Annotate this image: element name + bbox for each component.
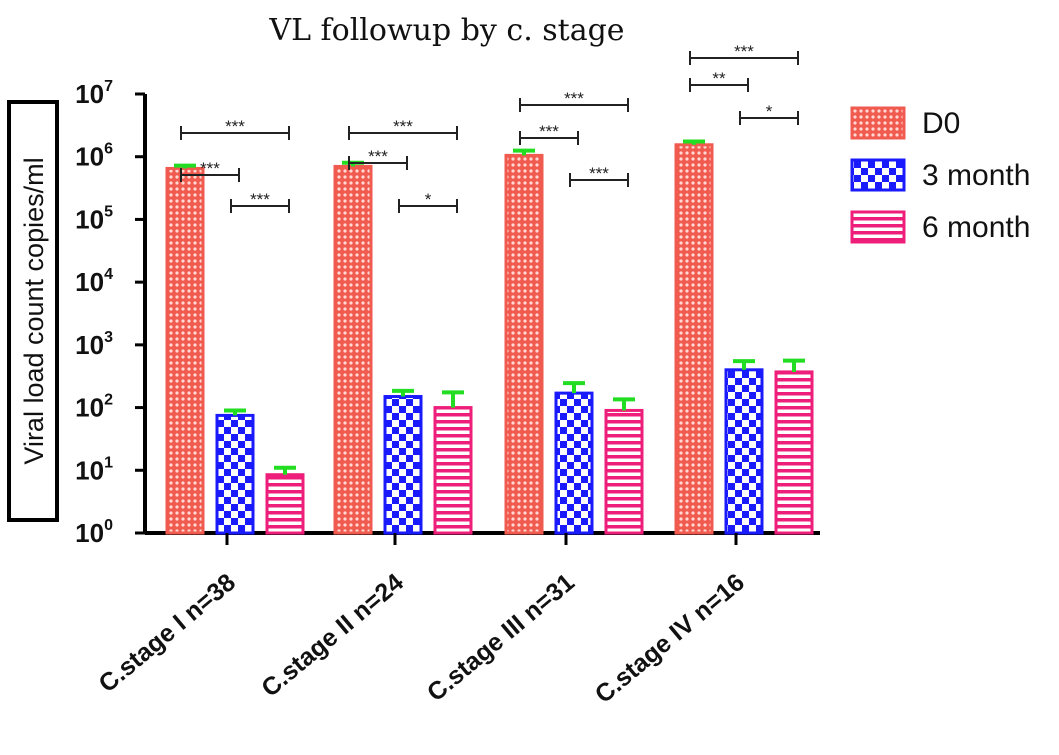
y-tick-label: 107 (75, 78, 113, 109)
y-tick-base: 10 (75, 142, 104, 172)
y-tick-label: 101 (75, 454, 113, 485)
y-tick-base: 10 (75, 79, 104, 109)
category-label: C.stage III n=31 (422, 568, 580, 707)
bar-6-month (265, 473, 305, 535)
category-labels: C.stage I n=38 C.stage II n=24 C.stage III… (94, 533, 750, 709)
bar-d0 (165, 166, 205, 535)
category-label: C.stage II n=24 (256, 568, 409, 702)
bar-3-month (383, 395, 423, 535)
y-tick-base: 10 (75, 455, 104, 485)
significance-label: *** (539, 122, 559, 141)
bar-6-month (433, 406, 473, 535)
y-tick-exponent: 6 (104, 141, 113, 158)
significance-label: *** (368, 147, 388, 166)
bar-d0 (674, 143, 714, 535)
y-tick-label: 103 (75, 329, 113, 360)
significance-label: *** (589, 164, 609, 183)
y-tick-base: 10 (75, 267, 104, 297)
significance-label: *** (734, 42, 754, 61)
y-tick-label: 106 (75, 141, 113, 172)
y-tick-label: 102 (75, 392, 113, 423)
y-tick-exponent: 5 (104, 203, 113, 220)
y-axis-label-frame (7, 100, 59, 522)
bar-3-month (215, 413, 255, 535)
bar-3-month (724, 368, 764, 535)
significance-label: *** (250, 190, 270, 209)
y-axis-label: Viral load count copies/ml (19, 157, 49, 464)
y-tick-base: 10 (75, 330, 104, 360)
significance-label: *** (200, 159, 220, 178)
category-label: C.stage I n=38 (94, 568, 241, 698)
category-label: C.stage IV n=16 (590, 568, 750, 709)
significance-label: *** (564, 89, 584, 108)
legend-label: 6 month (922, 211, 1030, 244)
y-tick-exponent: 0 (104, 517, 113, 534)
bar-6-month (774, 370, 814, 535)
bar-d0 (333, 164, 373, 535)
bar-3-month (554, 391, 594, 535)
significance-label: *** (393, 117, 413, 136)
significance-label: * (766, 102, 773, 121)
legend: D0 3 month 6 month (850, 106, 1030, 244)
legend-swatch (850, 158, 906, 192)
y-tick-exponent: 1 (104, 454, 113, 471)
legend-swatch (850, 210, 906, 244)
significance-label: * (425, 190, 432, 209)
y-tick-exponent: 3 (104, 329, 113, 346)
bars (165, 139, 814, 535)
legend-swatch (850, 106, 906, 140)
significance-label: *** (225, 117, 245, 136)
y-tick-label: 105 (75, 203, 113, 234)
y-tick-base: 10 (75, 518, 104, 548)
chart-title: VL followup by c. stage (268, 13, 624, 48)
y-tick-base: 10 (75, 204, 104, 234)
y-tick-label: 100 (75, 517, 113, 548)
y-tick-label: 104 (75, 266, 113, 297)
y-tick-base: 10 (75, 393, 104, 423)
y-axis-label-box: Viral load count copies/ml (7, 100, 59, 522)
legend-label: D0 (922, 107, 960, 140)
significance-label: ** (712, 69, 726, 88)
y-tick-exponent: 7 (104, 78, 113, 95)
significance-brackets: ******************************* (180, 42, 799, 213)
y-tick-exponent: 4 (104, 266, 113, 283)
legend-label: 3 month (922, 159, 1030, 192)
y-tick-exponent: 2 (104, 392, 113, 409)
bar-6-month (604, 408, 644, 535)
bar-d0 (504, 153, 544, 535)
